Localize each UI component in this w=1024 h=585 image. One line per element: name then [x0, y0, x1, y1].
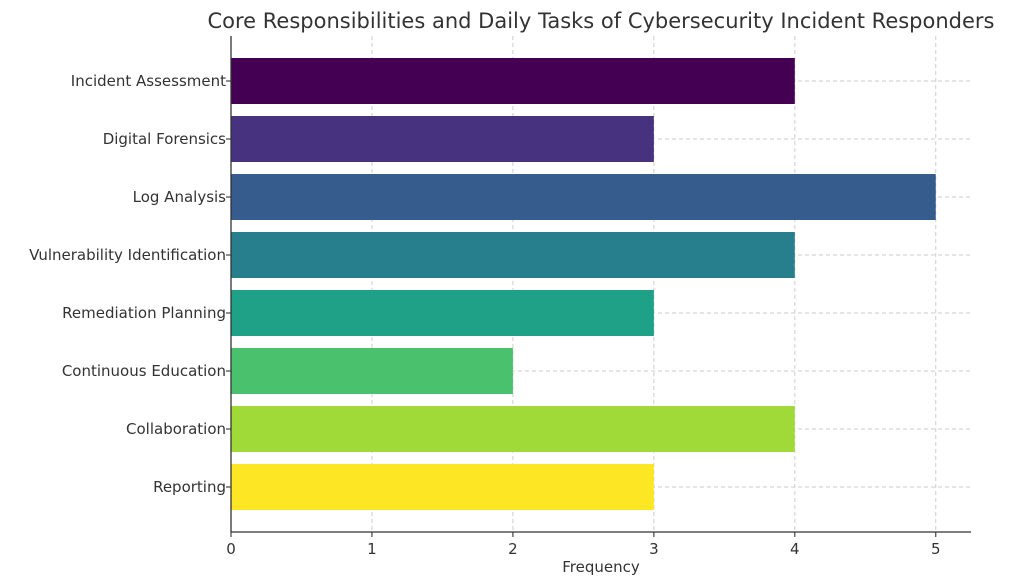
x-tick-label: 3 — [649, 540, 659, 558]
y-tick-label: Reporting — [153, 478, 226, 496]
bar — [231, 116, 654, 162]
y-tick-label: Log Analysis — [133, 188, 227, 206]
bar — [231, 232, 795, 278]
x-tick-label: 0 — [226, 540, 236, 558]
x-tick-label: 5 — [931, 540, 941, 558]
x-tick-label: 1 — [367, 540, 377, 558]
grid-layer — [230, 36, 971, 532]
chart-title: Core Responsibilities and Daily Tasks of… — [207, 9, 994, 33]
x-tick-label: 4 — [790, 540, 800, 558]
axis-layer: 0 1 2 3 4 5 Incident Assessment Digital Forensi… — [29, 36, 971, 558]
bar — [231, 348, 513, 394]
y-tick-label: Vulnerability Identification — [29, 246, 226, 264]
bar — [231, 464, 654, 510]
y-tick-label: Incident Assessment — [71, 72, 226, 90]
y-tick-label: Continuous Education — [62, 362, 226, 380]
bar — [231, 174, 936, 220]
bar — [231, 406, 795, 452]
y-tick-label: Remediation Planning — [62, 304, 226, 322]
x-axis-title: Frequency — [562, 558, 640, 576]
bar — [231, 290, 654, 336]
y-tick-label: Collaboration — [126, 420, 226, 438]
bar — [231, 58, 795, 104]
bar-layer — [231, 58, 936, 510]
x-tick-label: 2 — [508, 540, 518, 558]
y-tick-label: Digital Forensics — [103, 130, 226, 148]
